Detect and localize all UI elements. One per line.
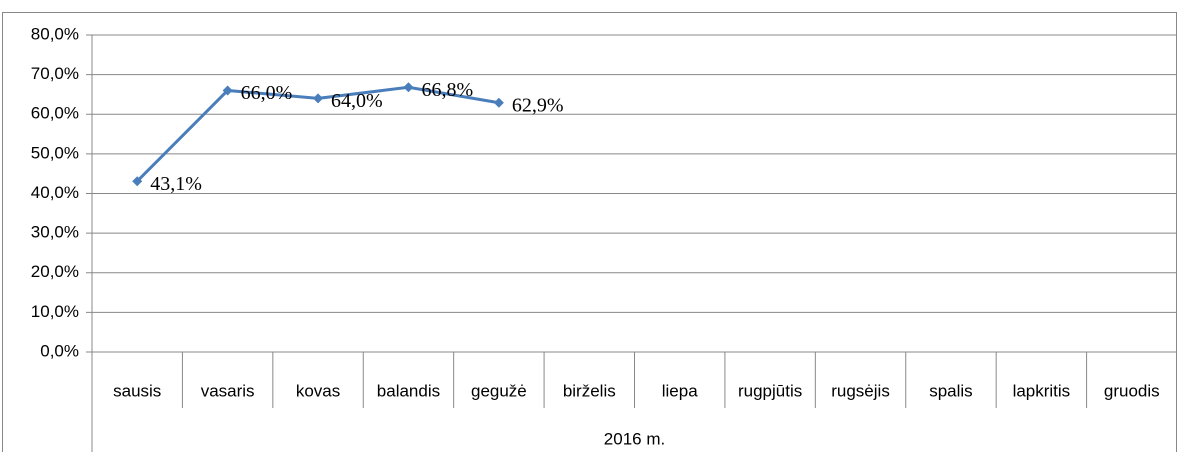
data-label: 66,8% — [421, 79, 473, 101]
x-tick-label: spalis — [929, 381, 972, 400]
x-tick-label: birželis — [563, 381, 616, 400]
x-tick-label: rugsėjis — [831, 381, 890, 400]
y-tick-label: 50,0% — [31, 143, 79, 162]
y-tick-label: 0,0% — [40, 341, 79, 360]
y-tick-label: 20,0% — [31, 262, 79, 281]
x-tick-label: liepa — [662, 381, 698, 400]
data-label: 62,9% — [512, 94, 564, 116]
marker — [132, 176, 143, 187]
x-tick-label: sausis — [113, 381, 161, 400]
y-tick-label: 10,0% — [31, 302, 79, 321]
marker — [493, 97, 504, 108]
data-label: 66,0% — [241, 82, 293, 104]
x-tick-label: rugpjūtis — [738, 381, 802, 400]
x-tick-label: gruodis — [1104, 381, 1160, 400]
marker — [313, 93, 324, 104]
data-label: 43,1% — [150, 173, 202, 195]
x-tick-label: kovas — [296, 381, 340, 400]
x-tick-label: gegužė — [471, 381, 527, 400]
y-tick-label: 60,0% — [31, 104, 79, 123]
y-tick-label: 30,0% — [31, 223, 79, 242]
x-tick-label: balandis — [377, 381, 440, 400]
chart-border — [2, 12, 1177, 452]
y-tick-label: 40,0% — [31, 183, 79, 202]
y-tick-label: 80,0% — [31, 24, 79, 43]
x-tick-label: lapkritis — [1013, 381, 1071, 400]
marker — [403, 82, 414, 93]
marker — [222, 85, 233, 96]
y-tick-label: 70,0% — [31, 64, 79, 83]
data-label: 64,0% — [331, 90, 383, 112]
group-label: 2016 m. — [604, 429, 665, 448]
x-tick-label: vasaris — [201, 381, 255, 400]
